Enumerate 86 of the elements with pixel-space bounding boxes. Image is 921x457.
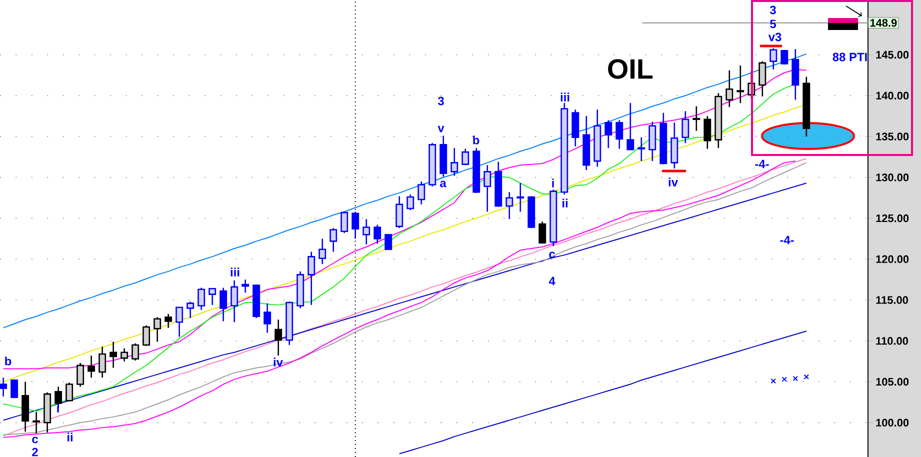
candlestick xyxy=(208,288,216,306)
candlestick xyxy=(142,324,150,346)
annotation: iv xyxy=(274,358,283,366)
candlestick xyxy=(406,194,414,211)
candlestick xyxy=(396,196,404,229)
candlestick xyxy=(132,342,140,362)
annotation: 2 xyxy=(32,448,38,456)
y-tick-label: 100.00 xyxy=(876,418,909,427)
annotation: a xyxy=(440,180,446,188)
candlestick xyxy=(164,313,172,328)
candlestick xyxy=(340,211,348,234)
candlestick xyxy=(308,251,316,306)
y-tick-label: 120.00 xyxy=(876,255,909,264)
annotation: v3 xyxy=(768,32,782,42)
y-tick-label: 105.00 xyxy=(876,378,909,386)
candlestick xyxy=(76,362,84,388)
candlestick xyxy=(54,386,62,409)
annotation: c xyxy=(32,436,38,444)
candlestick xyxy=(0,377,8,398)
y-tick-label: 125.00 xyxy=(876,214,909,222)
candlestick xyxy=(220,287,228,322)
candlestick xyxy=(450,147,458,176)
candlestick xyxy=(330,227,338,252)
annotation: 3 xyxy=(438,96,444,106)
candlestick xyxy=(110,341,118,369)
candlestick xyxy=(418,180,426,206)
candlestick xyxy=(516,182,524,212)
candlestick xyxy=(264,302,272,334)
candlestick xyxy=(704,115,712,150)
annotation: ii xyxy=(562,198,568,208)
candlestick xyxy=(616,120,624,150)
candlestick xyxy=(648,121,656,162)
candlestick xyxy=(230,280,238,323)
candlestick xyxy=(692,106,700,132)
candlestick xyxy=(32,411,40,434)
annotation: iv xyxy=(668,178,678,186)
candlestick xyxy=(66,382,74,402)
candlestick xyxy=(198,287,206,310)
annotation: c xyxy=(549,252,555,258)
candlestick xyxy=(362,218,370,246)
candlestick xyxy=(626,102,634,150)
candlestick xyxy=(176,306,184,338)
y-tick-label: 140.00 xyxy=(876,92,909,100)
candlestick xyxy=(384,234,392,250)
annotation: i xyxy=(552,178,554,188)
annotation: ii xyxy=(68,432,72,442)
y-tick-label: 110.00 xyxy=(876,337,908,345)
candlestick xyxy=(154,316,162,342)
candlestick xyxy=(484,164,492,212)
candlestick xyxy=(120,348,128,362)
annotation: -4- xyxy=(780,236,794,244)
candlestick xyxy=(506,191,514,220)
annotation: i xyxy=(57,404,59,412)
candlestick xyxy=(242,278,250,294)
text: 88 PTI xyxy=(832,52,867,62)
annotation: b xyxy=(473,136,480,144)
annotation: v xyxy=(438,126,444,132)
y-tick-label: 145.00 xyxy=(876,50,909,59)
annotation: 4 xyxy=(548,276,556,286)
candlestick xyxy=(186,301,194,319)
text: OIL xyxy=(608,59,653,79)
annotation: 5 xyxy=(770,20,776,28)
annotation: iii xyxy=(560,92,570,102)
candlestick xyxy=(352,211,360,240)
candlestick xyxy=(604,120,612,149)
annotation: -4- xyxy=(755,160,769,168)
candlestick xyxy=(88,354,96,378)
y-tick-label: 115.00 xyxy=(876,296,908,304)
candlestick xyxy=(770,48,778,70)
candlestick xyxy=(374,224,382,244)
candlestick xyxy=(736,64,744,104)
ref-line-label: 148.9 xyxy=(870,19,897,27)
candlestick xyxy=(98,346,106,378)
candlestick xyxy=(758,60,766,98)
y-tick-label: 135.00 xyxy=(876,132,909,140)
y-tick-label: 130.00 xyxy=(876,174,909,182)
candlestick xyxy=(462,148,470,166)
candlestick xyxy=(682,110,690,144)
annotation: b xyxy=(5,356,12,366)
annotation: 3 xyxy=(770,6,776,14)
candlestick xyxy=(638,136,646,162)
candlestick xyxy=(538,220,546,244)
candlestick xyxy=(274,319,282,356)
annotation: iii xyxy=(230,268,240,276)
candlestick xyxy=(318,238,326,265)
candlestick xyxy=(726,70,734,108)
